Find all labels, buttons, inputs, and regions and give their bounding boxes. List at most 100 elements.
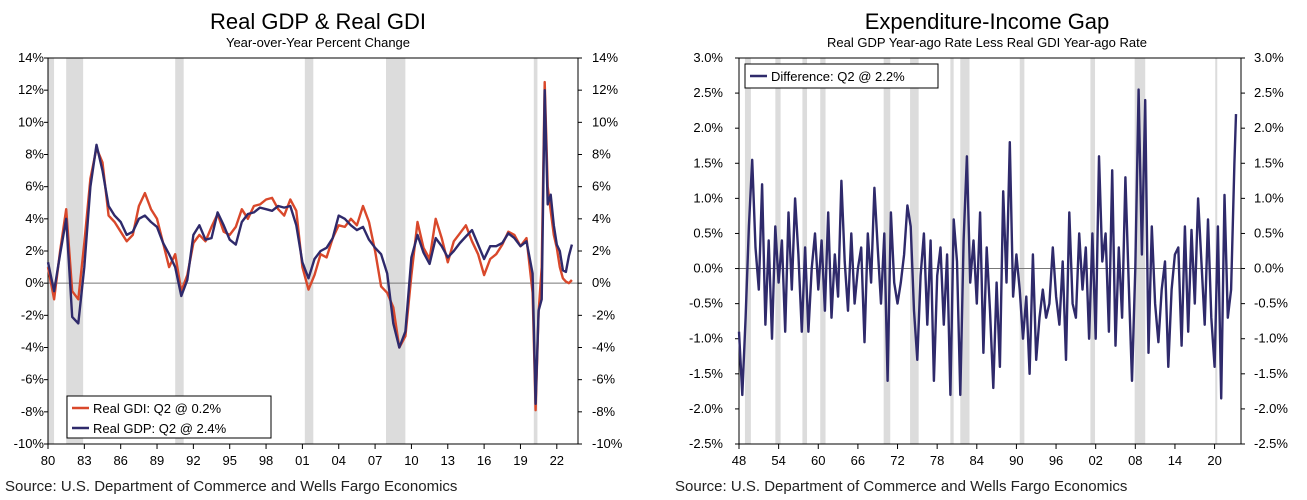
left-y-tick-label-left: 10%	[18, 114, 44, 129]
right-x-tick-label: 60	[811, 453, 825, 468]
right-y-tick-label-right: -2.0%	[1254, 401, 1288, 416]
left-y-tick-label-left: 8%	[25, 147, 44, 162]
left-x-tick-label: 98	[259, 453, 273, 468]
right-y-tick-label-right: -1.5%	[1254, 366, 1288, 381]
right-y-tick-label-left: 0.5%	[693, 225, 723, 240]
right-x-tick-label: 84	[970, 453, 984, 468]
right-y-tick-label-right: 0.0%	[1254, 261, 1284, 276]
right-recession-bar	[775, 58, 781, 444]
left-x-tick-label: 04	[332, 453, 346, 468]
left-y-tick-label-right: -4%	[592, 340, 616, 355]
right-y-tick-label-right: 1.0%	[1254, 190, 1284, 205]
left-y-tick-label-right: 2%	[592, 243, 611, 258]
left-x-tick-label: 83	[77, 453, 91, 468]
right-x-tick-label: 96	[1049, 453, 1063, 468]
right-y-tick-label-right: 2.5%	[1254, 85, 1284, 100]
left-recession-bar	[533, 58, 538, 444]
right-y-tick-label-left: 2.5%	[693, 85, 723, 100]
left-y-tick-label-left: -2%	[21, 307, 45, 322]
right-y-tick-label-right: 2.0%	[1254, 120, 1284, 135]
left-legend-box	[66, 395, 272, 439]
left-x-tick-label: 89	[150, 453, 164, 468]
left-y-tick-label-right: 0%	[592, 275, 611, 290]
left-x-tick-label: 95	[222, 453, 236, 468]
left-chart-title: Real GDP & Real GDI	[210, 9, 426, 34]
left-y-tick-label-left: -10%	[14, 436, 45, 451]
right-y-tick-label-right: -2.5%	[1254, 436, 1288, 451]
right-x-tick-label: 20	[1207, 453, 1221, 468]
left-y-tick-label-left: -8%	[21, 404, 45, 419]
right-y-tick-label-right: -1.0%	[1254, 331, 1288, 346]
left-recession-bar	[48, 58, 55, 444]
left-chart-source: Source: U.S. Department of Commerce and …	[5, 478, 457, 495]
left-series-line-1	[46, 88, 574, 405]
left-y-tick-label-right: -10%	[592, 436, 623, 451]
left-recession-bar	[385, 58, 406, 444]
right-chart-subtitle: Real GDP Year-ago Rate Less Real GDI Yea…	[827, 35, 1147, 50]
left-y-tick-label-right: 4%	[592, 211, 611, 226]
left-recession-bar	[66, 58, 84, 444]
left-y-tick-label-right: 14%	[592, 50, 618, 65]
right-series-line-0	[737, 88, 1238, 400]
right-recession-bar	[883, 58, 891, 444]
right-chart-title: Expenditure-Income Gap	[865, 9, 1110, 34]
right-y-tick-label-left: -1.5%	[689, 366, 723, 381]
left-legend-label: Real GDI: Q2 @ 0.2%	[93, 401, 222, 416]
right-x-tick-label: 14	[1168, 453, 1182, 468]
right-y-tick-label-left: -2.0%	[689, 401, 723, 416]
left-y-tick-label-right: -2%	[592, 307, 616, 322]
right-recession-bar	[1019, 58, 1025, 444]
right-recession-bar	[910, 58, 919, 444]
right-recession-bar	[1134, 58, 1146, 444]
left-y-tick-label-left: 6%	[25, 179, 44, 194]
left-recession-bar	[304, 58, 314, 444]
left-x-tick-label: 01	[295, 453, 309, 468]
right-y-tick-label-left: -0.5%	[689, 296, 723, 311]
left-y-tick-label-right: 10%	[592, 114, 618, 129]
right-y-tick-label-right: 0.5%	[1254, 225, 1284, 240]
left-y-tick-label-right: -6%	[592, 372, 616, 387]
left-x-tick-label: 16	[477, 453, 491, 468]
right-recession-bar	[960, 58, 970, 444]
right-y-tick-label-left: 0.0%	[693, 261, 723, 276]
right-chart-source: Source: U.S. Department of Commerce and …	[675, 478, 1127, 495]
right-y-tick-label-left: 1.5%	[693, 155, 723, 170]
right-plot-frame	[738, 57, 1242, 445]
left-y-tick-label-left: 2%	[25, 243, 44, 258]
left-y-tick-label-right: 12%	[592, 82, 618, 97]
right-y-tick-label-left: -2.5%	[689, 436, 723, 451]
right-x-tick-label: 08	[1128, 453, 1142, 468]
left-x-tick-label: 92	[186, 453, 200, 468]
right-y-tick-label-left: 3.0%	[693, 50, 723, 65]
left-x-tick-label: 80	[41, 453, 55, 468]
right-y-tick-label-right: -0.5%	[1254, 296, 1288, 311]
left-x-tick-label: 07	[368, 453, 382, 468]
right-y-tick-label-right: 3.0%	[1254, 50, 1284, 65]
left-recession-bar	[175, 58, 184, 444]
left-chart-subtitle: Year-over-Year Percent Change	[226, 35, 410, 50]
right-x-tick-label: 78	[930, 453, 944, 468]
right-x-tick-label: 48	[732, 453, 746, 468]
right-x-tick-label: 66	[851, 453, 865, 468]
left-y-tick-label-left: 0%	[25, 275, 44, 290]
left-y-tick-label-left: 12%	[18, 82, 44, 97]
right-y-tick-label-right: 1.5%	[1254, 155, 1284, 170]
left-legend-label: Real GDP: Q2 @ 2.4%	[93, 421, 227, 436]
right-x-tick-label: 54	[771, 453, 785, 468]
right-x-tick-label: 02	[1088, 453, 1102, 468]
right-y-tick-label-left: 2.0%	[693, 120, 723, 135]
right-y-tick-label-left: 1.0%	[693, 190, 723, 205]
left-x-tick-label: 10	[404, 453, 418, 468]
right-legend-box	[744, 63, 939, 89]
right-y-tick-label-left: -1.0%	[689, 331, 723, 346]
left-y-tick-label-left: -4%	[21, 340, 45, 355]
left-y-tick-label-left: -6%	[21, 372, 45, 387]
plot-layers: 14% 14% 12% 12% 10% 10% 8% 8% 6% 6% 4% 4% 2% 2% 0% 0% -2…	[14, 50, 1289, 468]
left-y-tick-label-right: -8%	[592, 404, 616, 419]
right-x-tick-label: 90	[1009, 453, 1023, 468]
left-x-tick-label: 22	[550, 453, 564, 468]
left-x-tick-label: 19	[513, 453, 527, 468]
left-x-tick-label: 86	[113, 453, 127, 468]
left-y-tick-label-right: 6%	[592, 179, 611, 194]
